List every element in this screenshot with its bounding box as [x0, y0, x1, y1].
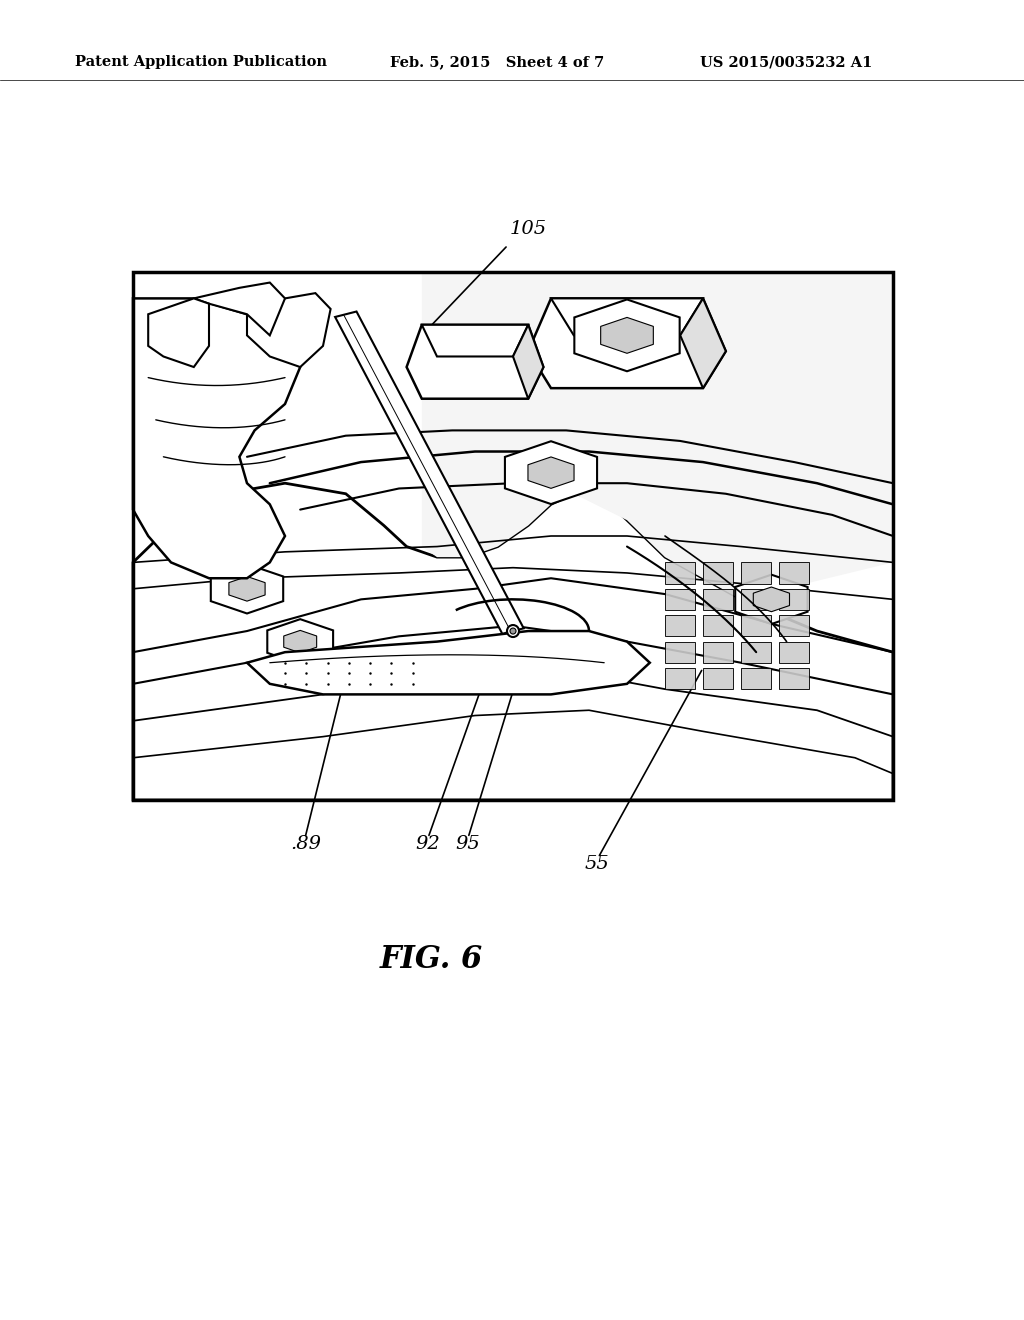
Polygon shape [779, 668, 809, 689]
Polygon shape [665, 562, 695, 583]
Text: Feb. 5, 2015   Sheet 4 of 7: Feb. 5, 2015 Sheet 4 of 7 [390, 55, 604, 69]
Polygon shape [741, 642, 771, 663]
Polygon shape [574, 300, 680, 371]
Polygon shape [779, 562, 809, 583]
Circle shape [507, 626, 519, 638]
Polygon shape [665, 668, 695, 689]
Polygon shape [247, 293, 331, 367]
Polygon shape [211, 564, 284, 614]
Polygon shape [229, 577, 265, 601]
Polygon shape [665, 615, 695, 636]
Polygon shape [335, 312, 523, 634]
Polygon shape [505, 441, 597, 504]
Polygon shape [422, 325, 528, 356]
Polygon shape [665, 642, 695, 663]
Polygon shape [703, 562, 733, 583]
Text: FIG. 6: FIG. 6 [380, 945, 483, 975]
Polygon shape [148, 298, 209, 367]
Polygon shape [133, 272, 893, 800]
Polygon shape [407, 325, 544, 399]
Polygon shape [267, 619, 333, 664]
Polygon shape [284, 631, 316, 653]
Polygon shape [601, 317, 653, 354]
Polygon shape [133, 298, 300, 578]
Polygon shape [703, 642, 733, 663]
Polygon shape [528, 298, 726, 388]
Bar [133, 272, 893, 800]
Polygon shape [779, 589, 809, 610]
Polygon shape [741, 615, 771, 636]
Text: Patent Application Publication: Patent Application Publication [75, 55, 327, 69]
Text: US 2015/0035232 A1: US 2015/0035232 A1 [700, 55, 872, 69]
Polygon shape [741, 562, 771, 583]
Polygon shape [735, 574, 808, 624]
Polygon shape [703, 668, 733, 689]
Polygon shape [703, 589, 733, 610]
Polygon shape [703, 615, 733, 636]
Text: 55: 55 [585, 855, 609, 873]
Polygon shape [133, 483, 893, 800]
Polygon shape [513, 325, 544, 399]
Polygon shape [741, 589, 771, 610]
Polygon shape [194, 282, 285, 335]
Polygon shape [779, 615, 809, 636]
Polygon shape [528, 457, 574, 488]
Polygon shape [247, 631, 650, 694]
Text: 92: 92 [415, 836, 439, 853]
Polygon shape [754, 587, 790, 611]
Polygon shape [551, 298, 703, 335]
Text: .89: .89 [290, 836, 321, 853]
Polygon shape [779, 642, 809, 663]
Polygon shape [680, 298, 726, 388]
Text: 105: 105 [510, 220, 547, 238]
Polygon shape [665, 589, 695, 610]
Polygon shape [741, 668, 771, 689]
Polygon shape [422, 272, 893, 599]
Text: 95: 95 [455, 836, 480, 853]
Circle shape [510, 628, 516, 634]
